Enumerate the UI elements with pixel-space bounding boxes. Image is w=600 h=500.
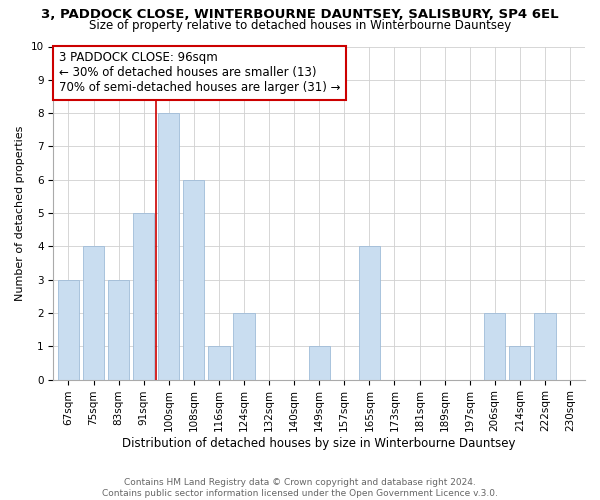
Bar [183,180,205,380]
Bar [308,346,330,380]
Bar [509,346,530,380]
Bar [484,313,505,380]
X-axis label: Distribution of detached houses by size in Winterbourne Dauntsey: Distribution of detached houses by size … [122,437,516,450]
Text: Size of property relative to detached houses in Winterbourne Dauntsey: Size of property relative to detached ho… [89,18,511,32]
Text: Contains HM Land Registry data © Crown copyright and database right 2024.
Contai: Contains HM Land Registry data © Crown c… [102,478,498,498]
Y-axis label: Number of detached properties: Number of detached properties [15,126,25,300]
Bar [108,280,129,380]
Bar [359,246,380,380]
Bar [233,313,254,380]
Bar [83,246,104,380]
Bar [158,113,179,380]
Text: 3, PADDOCK CLOSE, WINTERBOURNE DAUNTSEY, SALISBURY, SP4 6EL: 3, PADDOCK CLOSE, WINTERBOURNE DAUNTSEY,… [41,8,559,20]
Bar [534,313,556,380]
Bar [133,213,154,380]
Text: 3 PADDOCK CLOSE: 96sqm
← 30% of detached houses are smaller (13)
70% of semi-det: 3 PADDOCK CLOSE: 96sqm ← 30% of detached… [59,52,340,94]
Bar [208,346,230,380]
Bar [58,280,79,380]
